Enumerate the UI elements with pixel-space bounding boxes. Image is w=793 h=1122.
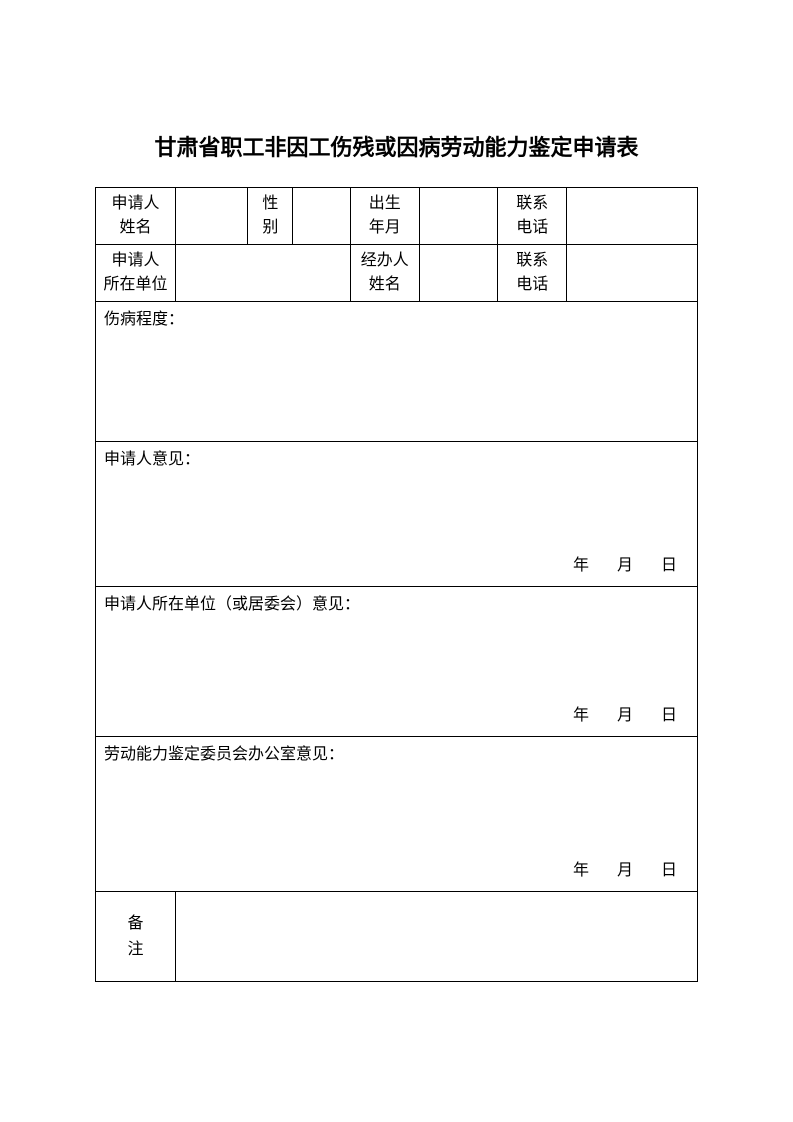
unit-opinion-label: 申请人所在单位（或居委会）意见： xyxy=(104,596,360,613)
remarks-label: 备注 xyxy=(96,892,176,982)
unit-opinion-cell: 申请人所在单位（或居委会）意见： 年月日 xyxy=(96,587,698,737)
phone1-label: 联系电话 xyxy=(498,188,567,245)
handler-name-label: 经办人姓名 xyxy=(350,245,419,302)
applicant-opinion-cell: 申请人意见： 年月日 xyxy=(96,442,698,587)
form-title: 甘肃省职工非因工伤残或因病劳动能力鉴定申请表 xyxy=(95,130,698,162)
unit-opinion-row: 申请人所在单位（或居委会）意见： 年月日 xyxy=(96,587,698,737)
committee-opinion-label: 劳动能力鉴定委员会办公室意见： xyxy=(104,746,344,763)
injury-degree-cell: 伤病程度： xyxy=(96,302,698,442)
birth-label: 出生年月 xyxy=(350,188,419,245)
form-table: 申请人姓名 性别 出生年月 联系电话 申请人所在单位 经办人姓名 联系电话 伤病… xyxy=(95,187,698,982)
remarks-row: 备注 xyxy=(96,892,698,982)
date-line-3: 年月日 xyxy=(573,859,677,883)
applicant-opinion-row: 申请人意见： 年月日 xyxy=(96,442,698,587)
gender-label: 性别 xyxy=(248,188,293,245)
header-row-2: 申请人所在单位 经办人姓名 联系电话 xyxy=(96,245,698,302)
phone1-value xyxy=(567,188,698,245)
gender-value xyxy=(293,188,350,245)
handler-name-value xyxy=(419,245,497,302)
applicant-opinion-label: 申请人意见： xyxy=(104,451,200,468)
birth-value xyxy=(419,188,497,245)
applicant-name-label: 申请人姓名 xyxy=(96,188,176,245)
date-line-1: 年月日 xyxy=(573,554,677,578)
remarks-value xyxy=(176,892,698,982)
injury-degree-label: 伤病程度： xyxy=(104,311,184,328)
applicant-name-value xyxy=(176,188,248,245)
injury-degree-row: 伤病程度： xyxy=(96,302,698,442)
phone2-value xyxy=(567,245,698,302)
applicant-unit-label: 申请人所在单位 xyxy=(96,245,176,302)
applicant-unit-value xyxy=(176,245,351,302)
date-line-2: 年月日 xyxy=(573,704,677,728)
header-row-1: 申请人姓名 性别 出生年月 联系电话 xyxy=(96,188,698,245)
committee-opinion-row: 劳动能力鉴定委员会办公室意见： 年月日 xyxy=(96,737,698,892)
committee-opinion-cell: 劳动能力鉴定委员会办公室意见： 年月日 xyxy=(96,737,698,892)
phone2-label: 联系电话 xyxy=(498,245,567,302)
